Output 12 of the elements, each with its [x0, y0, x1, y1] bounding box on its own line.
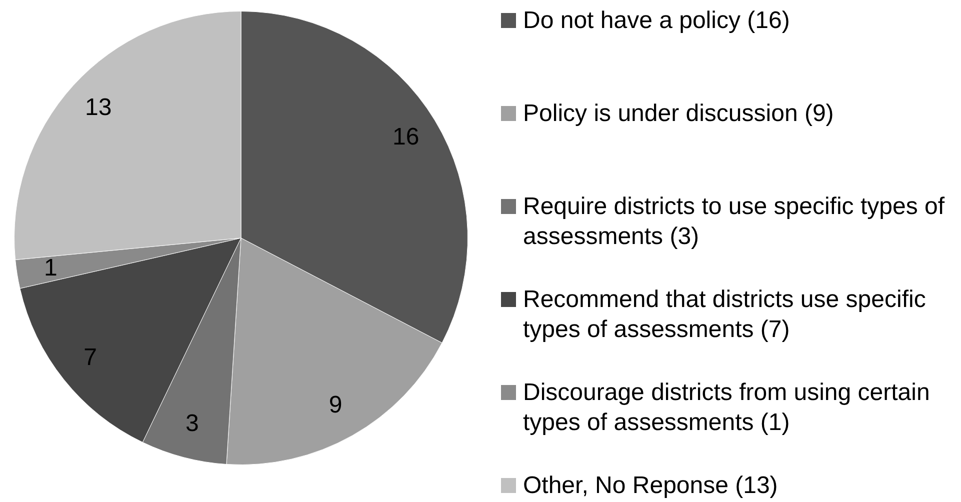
- data-label: 7: [84, 344, 97, 371]
- legend-label: Policy is under discussion (9): [523, 99, 834, 129]
- data-label: 13: [84, 94, 112, 122]
- legend-label: Require districts to use specific types of assessments (3): [523, 192, 946, 252]
- legend-label: Do not have a policy (16): [523, 6, 790, 36]
- legend-label: Discourage districts from using certain types of assessments (1): [523, 378, 931, 438]
- data-label: 3: [185, 410, 199, 438]
- data-label: 9: [328, 392, 342, 419]
- data-label: 1: [44, 254, 58, 282]
- legend-label: Other, No Reponse (13): [523, 471, 778, 501]
- data-label: 16: [392, 124, 420, 151]
- legend-label: Recommend that districts use specific types of assessments (7): [523, 285, 927, 345]
